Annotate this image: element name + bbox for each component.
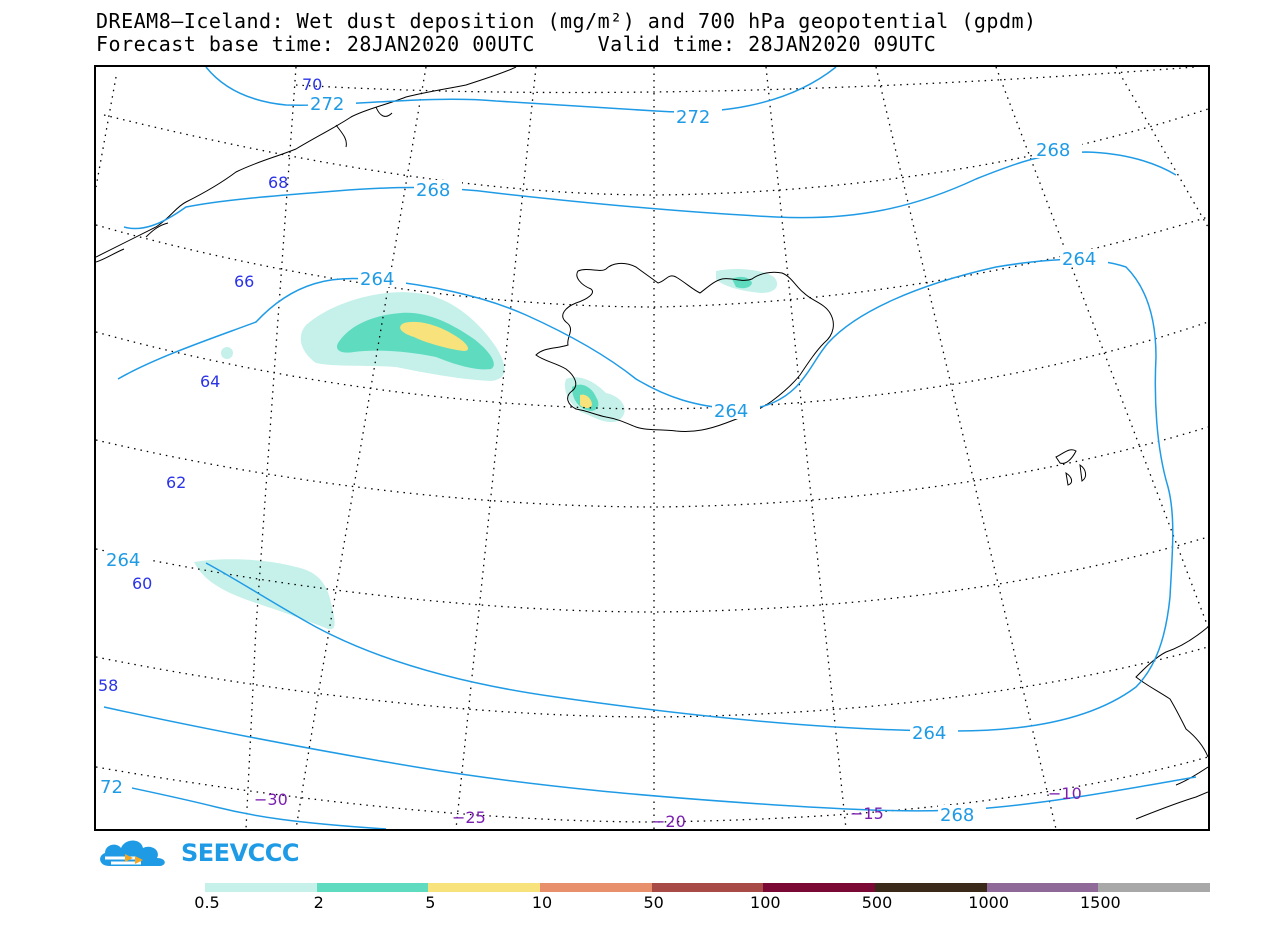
dust-deposition-areas bbox=[194, 269, 778, 630]
contour-label-264-e: 264 bbox=[912, 723, 946, 744]
faroe-islands bbox=[1055, 449, 1087, 486]
contour-label-268-b: 268 bbox=[1036, 140, 1070, 161]
greenland-coast bbox=[96, 67, 517, 263]
lat-line-70 bbox=[295, 67, 1197, 94]
contour-label-72: 72 bbox=[100, 777, 123, 798]
lon-line-20a bbox=[455, 67, 537, 829]
lat-label-64: 64 bbox=[200, 372, 220, 391]
lon-label-30: −30 bbox=[254, 790, 288, 809]
legend-bin-7 bbox=[986, 883, 1099, 892]
lon-line-10a bbox=[995, 67, 1208, 628]
legend-bin-6 bbox=[875, 883, 987, 892]
legend-label-6: 500 bbox=[861, 893, 893, 912]
lat-label-62: 62 bbox=[166, 473, 186, 492]
contour-label-264-c: 264 bbox=[714, 401, 748, 422]
contour-label-268-c: 268 bbox=[940, 805, 974, 826]
contour-272-south bbox=[103, 781, 387, 829]
contour-label-264-a: 264 bbox=[360, 269, 394, 290]
lat-line-62 bbox=[96, 426, 1208, 508]
lon-label-25: −25 bbox=[452, 808, 486, 827]
lon-label-20: −20 bbox=[652, 812, 686, 829]
lat-label-58: 58 bbox=[98, 676, 118, 695]
dust-area-west-dot bbox=[221, 347, 233, 359]
color-legend bbox=[205, 883, 1211, 892]
legend-bin-1 bbox=[316, 883, 429, 892]
lat-line-64 bbox=[96, 321, 1208, 410]
dust-area-southwest-light bbox=[194, 559, 335, 630]
legend-label-2: 5 bbox=[425, 893, 436, 912]
legend-label-1: 2 bbox=[313, 893, 324, 912]
contour-272-top bbox=[205, 67, 837, 113]
lat-label-70: 70 bbox=[302, 75, 322, 94]
contour-label-272-a: 272 bbox=[310, 94, 344, 115]
legend-bin-4 bbox=[651, 883, 764, 892]
lon-label-15: −15 bbox=[850, 804, 884, 823]
legend-bin-2 bbox=[428, 883, 541, 892]
map-panel: 70 68 66 64 62 60 58 −30 −25 −20 −15 −10… bbox=[94, 65, 1210, 831]
contour-label-272-b: 272 bbox=[676, 107, 710, 128]
iceland-coast bbox=[535, 262, 834, 432]
contour-labels: 272 272 268 268 264 264 264 264 264 268 … bbox=[98, 94, 1108, 826]
coastlines bbox=[96, 67, 1208, 820]
logo-text: SEEVCCC bbox=[181, 839, 300, 867]
lon-line-15a bbox=[765, 67, 847, 829]
legend-bin-8 bbox=[1098, 883, 1211, 892]
legend-labels: 0.5 2 5 10 50 100 500 1000 1500 bbox=[0, 893, 1276, 915]
lat-label-60: 60 bbox=[132, 574, 152, 593]
longitude-labels: −30 −25 −20 −15 −10 bbox=[254, 784, 1082, 829]
cloud-logo-icon bbox=[100, 840, 165, 866]
lon-line-35 bbox=[96, 76, 117, 188]
contour-264-main bbox=[117, 258, 1174, 732]
graticule bbox=[96, 67, 1208, 829]
latitude-labels: 70 68 66 64 62 60 58 bbox=[98, 75, 322, 695]
legend-label-5: 100 bbox=[750, 893, 781, 912]
legend-label-7: 1000 bbox=[968, 893, 1010, 912]
chart-title: DREAM8—Iceland: Wet dust deposition (mg/… bbox=[96, 9, 1037, 33]
dust-area-reykjanes-high bbox=[580, 394, 592, 408]
lat-label-66: 66 bbox=[234, 272, 254, 291]
legend-label-0: 0.5 bbox=[194, 893, 220, 912]
contour-label-264-b: 264 bbox=[1062, 249, 1096, 270]
legend-bin-0 bbox=[205, 883, 317, 892]
lat-label-68: 68 bbox=[268, 173, 288, 192]
map-canvas: 70 68 66 64 62 60 58 −30 −25 −20 −15 −10… bbox=[96, 67, 1208, 829]
chart-subtitle-times: Forecast base time: 28JAN2020 00UTC Vali… bbox=[96, 32, 937, 56]
lat-line-66 bbox=[96, 216, 1208, 308]
lat-line-68 bbox=[103, 108, 1208, 196]
lon-line-15 bbox=[875, 67, 1057, 829]
legend-label-8: 1500 bbox=[1079, 893, 1121, 912]
norway-coast bbox=[1135, 626, 1208, 820]
lon-line-30 bbox=[245, 67, 297, 829]
contour-label-268-a: 268 bbox=[416, 180, 450, 201]
lat-line-58 bbox=[96, 646, 1208, 718]
contour-268-south bbox=[103, 706, 1197, 812]
legend-bin-3 bbox=[540, 883, 652, 892]
lon-label-10: −10 bbox=[1048, 784, 1082, 803]
seevccc-logo: SEEVCCC bbox=[95, 835, 300, 871]
dust-area-west-mid bbox=[336, 312, 494, 370]
legend-label-4: 50 bbox=[643, 893, 664, 912]
contour-label-264-d: 264 bbox=[106, 550, 140, 571]
legend-label-3: 10 bbox=[531, 893, 553, 912]
lon-line-25 bbox=[295, 67, 427, 829]
legend-bin-5 bbox=[763, 883, 876, 892]
dust-area-west-high bbox=[400, 321, 469, 351]
lon-line-10 bbox=[1115, 67, 1208, 228]
